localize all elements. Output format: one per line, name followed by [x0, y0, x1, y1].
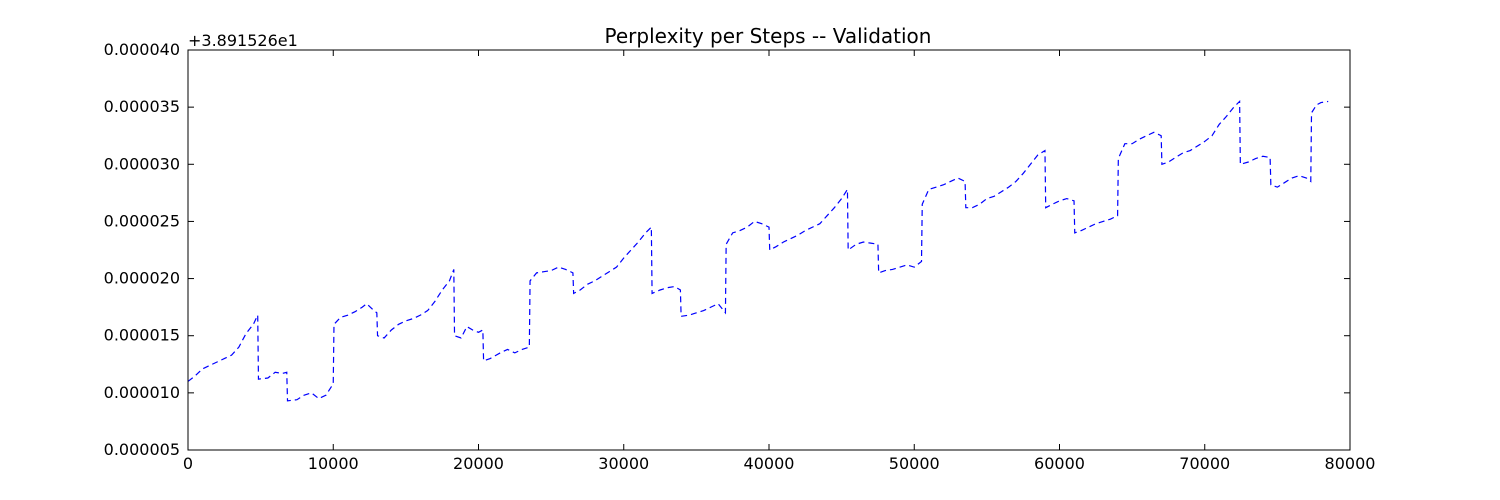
y-axis: 0.000005 0.000010 0.000015 0.000020 0.000025…: [104, 40, 1350, 459]
plot-area: [187, 100, 1329, 402]
y-axis-offset-label: +3.891526e1: [188, 31, 298, 50]
x-tick-label: 60000: [1034, 454, 1085, 473]
y-tick-label: 0.000010: [104, 383, 180, 402]
y-tick-label: 0.000035: [104, 97, 180, 116]
x-tick-label: 20000: [453, 454, 504, 473]
y-tick-label: 0.000040: [104, 40, 180, 59]
x-tick-label: 80000: [1325, 454, 1376, 473]
x-axis: 0 10000 20000 30000 40000 50000 60000 70000 8000…: [183, 50, 1376, 473]
y-tick-label: 0.000030: [104, 154, 180, 173]
y-tick-label: 0.000005: [104, 440, 180, 459]
x-tick-label: 40000: [744, 454, 795, 473]
x-tick-label: 50000: [889, 454, 940, 473]
y-tick-label: 0.000015: [104, 326, 180, 345]
plot-frame: [187, 49, 1351, 451]
y-tick-label: 0.000020: [104, 269, 180, 288]
series-line: [187, 100, 1329, 402]
x-tick-label: 30000: [598, 454, 649, 473]
x-tick-label: 70000: [1179, 454, 1230, 473]
x-tick-label: 10000: [308, 454, 359, 473]
chart-title: Perplexity per Steps -- Validation: [605, 24, 932, 48]
y-tick-label: 0.000025: [104, 211, 180, 230]
x-tick-label: 0: [183, 454, 193, 473]
